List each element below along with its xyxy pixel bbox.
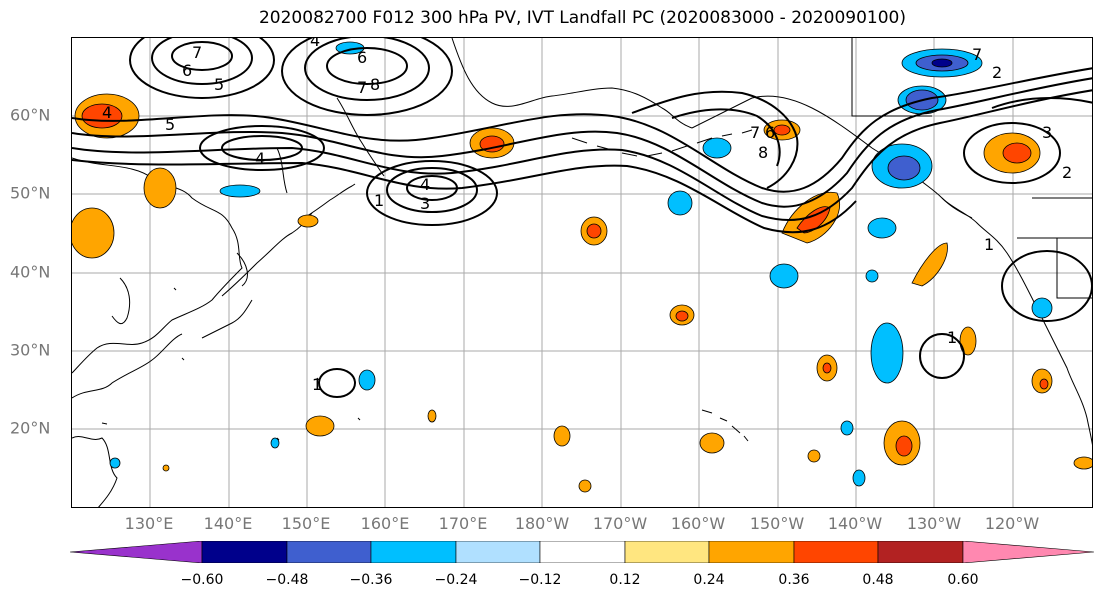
contour-label: 6 [182, 61, 192, 80]
lon-label: 150°W [749, 514, 805, 533]
map-panel: 6 7 5 4 6 7 8 4 5 4 4 3 1 7 6 8 3 2 7 2 … [71, 37, 1093, 508]
colorbar-tick: −0.24 [434, 572, 478, 588]
contour-label: 7 [192, 43, 202, 62]
lon-label: 130°E [124, 514, 174, 533]
colorbar-segment [70, 541, 203, 563]
lon-label: 140°E [203, 514, 253, 533]
colorbar-tick: −0.12 [518, 572, 562, 588]
colorbar-segment [201, 541, 288, 563]
colorbar-tick: 0.36 [778, 572, 810, 588]
lon-label: 130°W [906, 514, 962, 533]
contour-label: 1 [947, 328, 957, 347]
colorbar-tick: −0.60 [180, 572, 224, 588]
lon-label: 170°W [592, 514, 648, 533]
contour-label: 5 [214, 75, 224, 94]
contour-label: 4 [310, 38, 320, 50]
contour-label: 7 [750, 123, 760, 142]
colorbar [70, 541, 1094, 563]
lon-label: 160°E [360, 514, 410, 533]
colorbar-segment [624, 541, 710, 563]
contour-label: 1 [374, 191, 384, 210]
contour-label: 6 [357, 48, 367, 67]
contour-label: 5 [165, 115, 175, 134]
map-title: 2020082700 F012 300 hPa PV, IVT Landfall… [258, 8, 906, 28]
pv-contours [72, 38, 1092, 398]
lon-label: 170°E [438, 514, 488, 533]
ivt-shading [72, 41, 1092, 493]
contour-label: 4 [420, 175, 430, 194]
contour-label: 2 [992, 63, 1002, 82]
contour-label: 1 [984, 235, 994, 254]
lon-label: 160°W [670, 514, 726, 533]
lon-label: 120°W [984, 514, 1040, 533]
colorbar-segment [877, 541, 964, 563]
lon-label: 180°W [514, 514, 570, 533]
contour-label: 3 [420, 194, 430, 213]
lat-label-30n: 30°N [10, 340, 51, 360]
colorbar-segment [708, 541, 795, 563]
contour-label: 2 [1062, 163, 1072, 182]
contour-label: 4 [102, 103, 112, 122]
contour-label: 3 [1042, 123, 1052, 142]
contour-label: 8 [370, 75, 380, 94]
colorbar-segment [455, 541, 541, 563]
colorbar-segment [962, 541, 1094, 563]
contour-label: 6 [765, 123, 775, 142]
contour-label: 7 [357, 78, 367, 97]
colorbar-tick: −0.48 [265, 572, 309, 588]
contour-label: 7 [972, 45, 982, 64]
lon-label: 140°W [827, 514, 883, 533]
colorbar-tick: 0.48 [862, 572, 894, 588]
colorbar-segment [793, 541, 879, 563]
colorbar-tick: 0.60 [947, 572, 979, 588]
colorbar-segment [286, 541, 372, 563]
contour-label: 8 [758, 143, 768, 162]
lat-label-40n: 40°N [10, 262, 51, 282]
colorbar-segment [370, 541, 457, 563]
colorbar-tick: 0.24 [693, 572, 725, 588]
contour-labels: 6 7 5 4 6 7 8 4 5 4 4 3 1 7 6 8 3 2 7 2 … [102, 38, 1072, 394]
colorbar-segment [539, 541, 626, 563]
colorbar-tick: −0.36 [349, 572, 393, 588]
colorbar-tick: 0.12 [609, 572, 641, 588]
lat-label-50n: 50°N [10, 183, 51, 203]
lat-label-60n: 60°N [10, 105, 51, 125]
contour-label: 1 [312, 375, 322, 394]
lon-label: 150°E [281, 514, 331, 533]
lat-label-20n: 20°N [10, 418, 51, 438]
contour-label: 4 [255, 149, 265, 168]
map-canvas: 6 7 5 4 6 7 8 4 5 4 4 3 1 7 6 8 3 2 7 2 … [72, 38, 1092, 507]
